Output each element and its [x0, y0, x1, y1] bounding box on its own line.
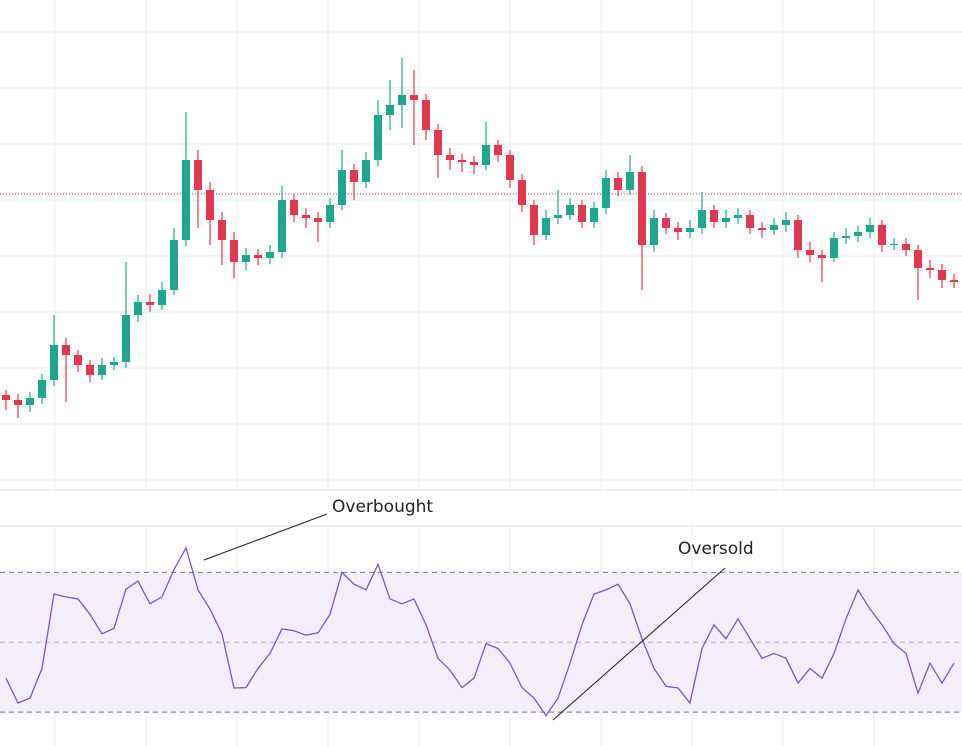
candle-body [626, 172, 634, 190]
candle-body [302, 215, 310, 218]
candle-body [14, 400, 22, 405]
candle-body [650, 218, 658, 245]
annotation: Overbought [332, 497, 433, 517]
candle-body [350, 170, 358, 182]
candle-body [602, 178, 610, 208]
candle-body [62, 345, 70, 355]
candle-body [254, 255, 262, 258]
candle-body [434, 130, 442, 155]
candle-body [206, 190, 214, 220]
candle-body [878, 225, 886, 245]
candle-body [914, 250, 922, 268]
candle-body [686, 228, 694, 232]
annotation-pointer [552, 567, 726, 721]
candle-body [98, 365, 106, 375]
candle-body [278, 200, 286, 252]
candle-body [938, 270, 946, 280]
candle-body [566, 205, 574, 215]
candle-body [170, 240, 178, 290]
candle-body [530, 205, 538, 235]
candle-body [590, 208, 598, 222]
candle-body [410, 95, 418, 100]
annotation-pointer [203, 513, 328, 561]
candle-body [386, 105, 394, 115]
candle-body [818, 255, 826, 258]
candle-body [146, 302, 154, 305]
candle-body [506, 155, 514, 180]
candle-body [578, 205, 586, 222]
candle-body [734, 215, 742, 218]
candle-body [806, 250, 814, 255]
candle-body [242, 255, 250, 262]
candle-body [854, 232, 862, 236]
candle-body [266, 252, 274, 258]
candle-body [638, 172, 646, 245]
candle-body [494, 145, 502, 155]
candle-body [374, 115, 382, 160]
candle-body [398, 95, 406, 105]
candle-body [314, 218, 322, 222]
candle-body [26, 398, 34, 405]
candle-body [746, 215, 754, 228]
candle-body [110, 362, 118, 365]
candle-body [770, 225, 778, 230]
candle-body [662, 218, 670, 228]
candle-body [290, 200, 298, 215]
candle-body [842, 236, 850, 238]
candle-body [446, 155, 454, 160]
candle-body [326, 205, 334, 222]
candle-body [866, 225, 874, 232]
candle-body [950, 280, 958, 282]
candle-body [722, 218, 730, 222]
rsi-line [5, 546, 955, 717]
candle-body [362, 160, 370, 182]
candle-body [926, 268, 934, 270]
candle-body [74, 355, 82, 365]
candle-body [230, 240, 238, 262]
candle-body [122, 315, 130, 362]
candle-body [710, 210, 718, 222]
candle-body [182, 160, 190, 240]
candle-body [542, 218, 550, 235]
candle-body [782, 220, 790, 225]
candle-body [458, 160, 466, 162]
candle-body [830, 238, 838, 258]
candle-body [2, 395, 10, 400]
candle-body [698, 210, 706, 228]
candle-body [554, 215, 562, 218]
candle-body [902, 244, 910, 250]
candle-body [518, 180, 526, 205]
candle-body [758, 228, 766, 230]
candle-body [158, 290, 166, 305]
candle-body [38, 380, 46, 398]
candle-body [338, 170, 346, 205]
candle-body [194, 160, 202, 190]
candle-body [674, 228, 682, 232]
candle-body [422, 100, 430, 130]
candle-body [86, 365, 94, 375]
candle-body [614, 178, 622, 190]
candle-body [482, 145, 490, 165]
candle-body [794, 220, 802, 250]
candle-body [134, 302, 142, 315]
candle-body [890, 244, 898, 245]
candle-body [218, 220, 226, 240]
annotation: Oversold [678, 539, 754, 559]
candle-body [50, 345, 58, 380]
candle-body [470, 162, 478, 165]
